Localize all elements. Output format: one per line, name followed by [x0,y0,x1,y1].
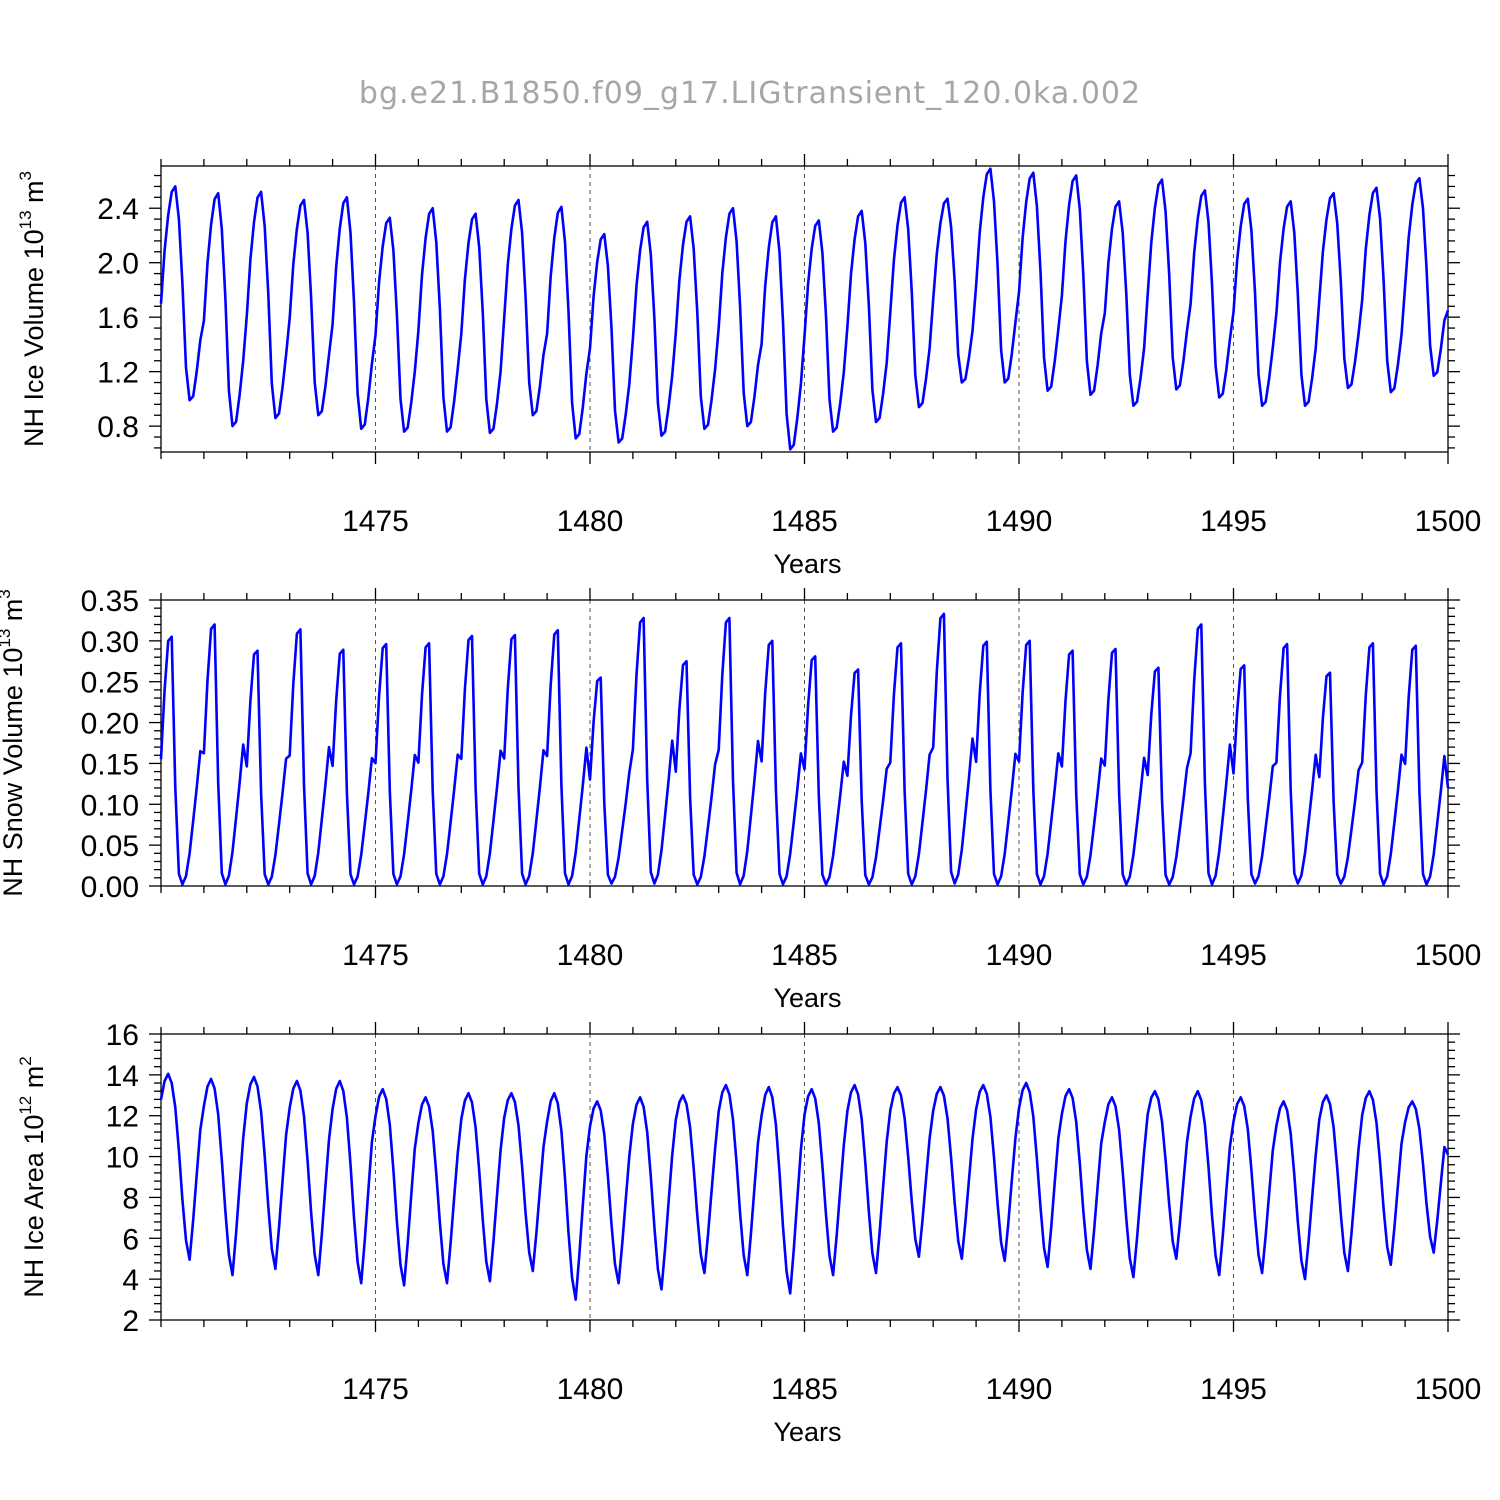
y-tick-label: 0.30 [81,626,139,659]
panel-2: 1475 1480 1485 1490 1495 1500 0.00 0.05 0.10 0.15… [0,585,1481,1013]
y-tick-label: 0.8 [97,411,139,444]
panel-3: 1475 1480 1485 1490 1495 1500 2 4 6 8 10 12 14 16 Year… [16,1019,1481,1447]
x-axis-title: Years [773,1417,841,1447]
plot-frame [160,1033,1449,1321]
y-tick-label: 2.4 [97,193,139,226]
x-tick-label: 1490 [986,505,1053,538]
y-tick-label: 0.10 [81,789,139,822]
plot-frame [160,165,1449,453]
y-tick-label: 1.6 [97,302,139,335]
x-tick-label: 1490 [986,1373,1053,1406]
y-tick-label: 1.2 [97,357,139,390]
x-tick-label: 1485 [771,1373,838,1406]
y-axis-title: NH Ice Area 1012 m2 [16,1056,49,1297]
data-series-line [159,167,1450,451]
y-tick-label: 2.0 [97,248,139,281]
data-series-line [159,1072,1450,1301]
y-axis-title: NH Ice Volume 1013 m3 [16,171,49,447]
x-tick-label: 1495 [1200,939,1267,972]
y-tick-label: 4 [122,1264,139,1297]
y-tick-label: 0.05 [81,830,139,863]
x-axis-title: Years [773,549,841,579]
y-tick-label: 0.00 [81,871,139,904]
y-tick-label: 16 [106,1019,139,1052]
x-tick-label: 1475 [342,939,409,972]
y-tick-label: 6 [122,1223,139,1256]
data-series-line [159,612,1450,886]
panels: 1475 1480 1485 1490 1495 1500 0.8 1.2 1.6 2.0 2.4 Y… [0,154,1481,1447]
x-axis-title: Years [773,983,841,1013]
x-tick-label: 1500 [1415,939,1482,972]
x-tick-label: 1495 [1200,1373,1267,1406]
y-tick-label: 12 [106,1101,139,1134]
x-tick-label: 1480 [557,505,624,538]
y-tick-label: 10 [106,1142,139,1175]
y-tick-label: 8 [122,1182,139,1215]
x-tick-label: 1480 [557,1373,624,1406]
x-tick-label: 1480 [557,939,624,972]
x-tick-label: 1500 [1415,505,1482,538]
y-tick-label: 0.35 [81,585,139,618]
x-tick-label: 1475 [342,505,409,538]
x-tick-label: 1475 [342,1373,409,1406]
x-tick-label: 1490 [986,939,1053,972]
y-tick-label: 0.20 [81,708,139,741]
x-tick-label: 1500 [1415,1373,1482,1406]
y-tick-label: 14 [106,1060,139,1093]
x-tick-label: 1485 [771,939,838,972]
figure-title: bg.e21.B1850.f09_g17.LIGtransient_120.0k… [359,76,1141,111]
y-tick-label: 0.15 [81,748,139,781]
x-tick-label: 1485 [771,505,838,538]
x-tick-label: 1495 [1200,505,1267,538]
panel-1: 1475 1480 1485 1490 1495 1500 0.8 1.2 1.6 2.0 2.4 Y… [16,154,1481,579]
y-tick-label: 2 [122,1305,139,1338]
y-tick-label: 0.25 [81,667,139,700]
y-axis-title: NH Snow Volume 1013 m3 [0,589,28,897]
